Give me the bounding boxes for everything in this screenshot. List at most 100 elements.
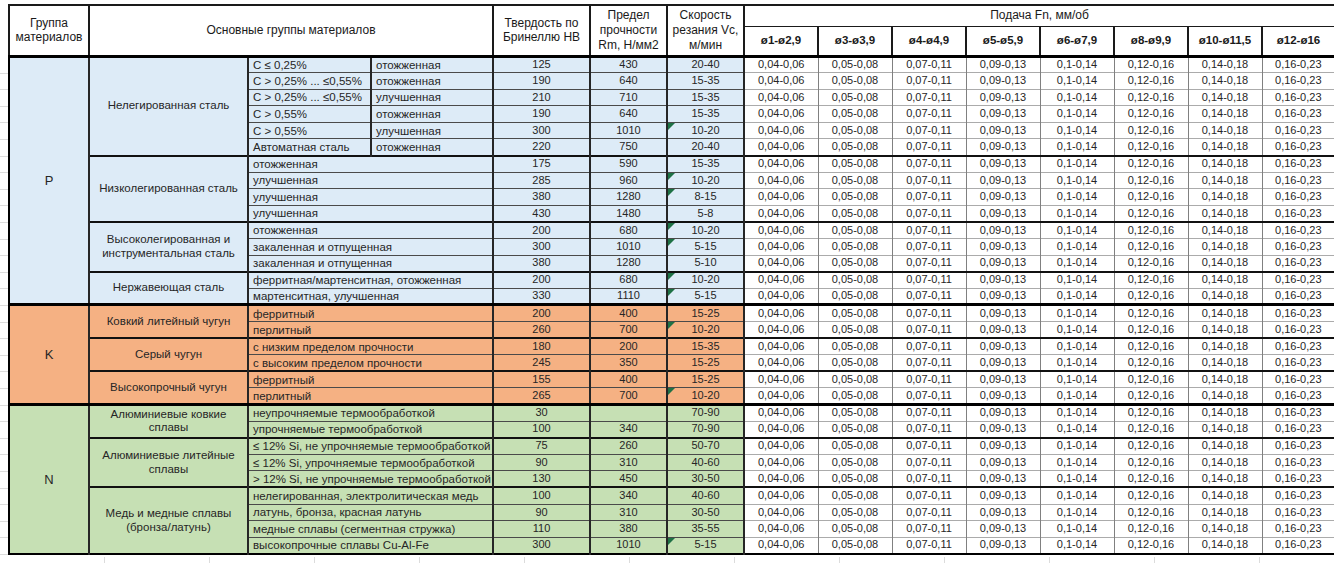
error-indicator-icon [668,538,675,545]
feed-cell: 0,09-0,13 [966,106,1040,123]
feed-cell: 0,16-0,23 [1262,288,1334,305]
feed-cell: 0,16-0,23 [1262,521,1334,538]
hardness-cell: 380 [493,255,590,272]
feed-cell: 0,14-0,18 [1188,438,1262,455]
speed-cell: 10-20 [667,322,744,339]
hardness-cell: 330 [493,288,590,305]
material-desc-cell: закаленная и отпущенная [248,239,493,256]
feed-cell: 0,09-0,13 [966,172,1040,189]
hardness-cell: 30 [493,404,590,421]
feed-cell: 0,07-0,11 [892,73,966,90]
feed-cell: 0,12-0,16 [1114,172,1188,189]
feed-cell: 0,09-0,13 [966,205,1040,222]
feed-cell: 0,1-0,14 [1040,338,1114,355]
feed-cell: 0,09-0,13 [966,438,1040,455]
feed-cell: 0,1-0,14 [1040,355,1114,372]
material-subgroup-cell: Ковкий литейный чугун [89,305,248,338]
feed-cell: 0,16-0,23 [1262,487,1334,504]
error-indicator-icon [668,239,675,246]
hardness-cell: 300 [493,537,590,554]
feed-cell: 0,12-0,16 [1114,471,1188,488]
feed-cell: 0,07-0,11 [892,156,966,173]
speed-cell: 50-70 [667,438,744,455]
feed-cell: 0,04-0,06 [744,89,818,106]
cutting-data-table: Группа материалов Основные группы матери… [8,4,1334,555]
feed-cell: 0,14-0,18 [1188,288,1262,305]
feed-cell: 0,1-0,14 [1040,521,1114,538]
error-indicator-icon [668,273,675,280]
hardness-cell: 245 [493,355,590,372]
hardness-cell: 90 [493,454,590,471]
feed-cell: 0,14-0,18 [1188,106,1262,123]
material-subgroup-cell: Низколегированная сталь [89,156,248,222]
material-subgroup-cell: Высокопрочный чугун [89,371,248,404]
material-desc-cell: упрочняемые термообработкой [248,421,493,438]
speed-cell: 5-8 [667,205,744,222]
feed-cell: 0,12-0,16 [1114,421,1188,438]
feed-cell: 0,04-0,06 [744,122,818,139]
speed-cell: 70-90 [667,421,744,438]
feed-cell: 0,09-0,13 [966,421,1040,438]
feed-cell: 0,09-0,13 [966,471,1040,488]
material-desc-cell: перлитный [248,322,493,339]
feed-cell: 0,04-0,06 [744,106,818,123]
speed-cell: 5-10 [667,255,744,272]
material-desc-cell: нелегированная, электролитическая медь [248,487,493,504]
feed-cell: 0,07-0,11 [892,172,966,189]
hardness-cell: 300 [493,239,590,256]
hardness-cell: 125 [493,56,590,73]
material-desc-cell: неупрочняемые термообработкой [248,404,493,421]
feed-cell: 0,04-0,06 [744,272,818,289]
speed-cell: 70-90 [667,404,744,421]
feed-cell: 0,07-0,11 [892,205,966,222]
feed-cell: 0,07-0,11 [892,421,966,438]
feed-cell: 0,14-0,18 [1188,471,1262,488]
feed-cell: 0,04-0,06 [744,305,818,322]
feed-cell: 0,12-0,16 [1114,487,1188,504]
feed-cell: 0,04-0,06 [744,355,818,372]
feed-cell: 0,12-0,16 [1114,73,1188,90]
feed-cell: 0,05-0,08 [818,355,892,372]
feed-cell: 0,05-0,08 [818,156,892,173]
feed-cell: 0,16-0,23 [1262,156,1334,173]
feed-cell: 0,14-0,18 [1188,404,1262,421]
feed-cell: 0,1-0,14 [1040,404,1114,421]
tensile-cell: 310 [590,454,667,471]
feed-cell: 0,09-0,13 [966,338,1040,355]
hardness-cell: 190 [493,73,590,90]
tensile-cell: 680 [590,222,667,239]
feed-cell: 0,09-0,13 [966,272,1040,289]
feed-cell: 0,05-0,08 [818,255,892,272]
feed-cell: 0,07-0,11 [892,89,966,106]
speed-cell: 15-25 [667,355,744,372]
speed-cell: 8-15 [667,189,744,206]
feed-cell: 0,1-0,14 [1040,172,1114,189]
feed-cell: 0,05-0,08 [818,305,892,322]
tensile-cell: 1010 [590,122,667,139]
tensile-cell: 450 [590,471,667,488]
feed-cell: 0,14-0,18 [1188,139,1262,156]
tensile-cell: 1480 [590,205,667,222]
speed-cell: 20-40 [667,56,744,73]
feed-cell: 0,04-0,06 [744,338,818,355]
feed-cell: 0,04-0,06 [744,471,818,488]
feed-cell: 0,09-0,13 [966,487,1040,504]
feed-cell: 0,14-0,18 [1188,504,1262,521]
feed-cell: 0,14-0,18 [1188,205,1262,222]
feed-cell: 0,16-0,23 [1262,438,1334,455]
feed-cell: 0,16-0,23 [1262,205,1334,222]
feed-cell: 0,12-0,16 [1114,504,1188,521]
feed-cell: 0,14-0,18 [1188,537,1262,554]
feed-cell: 0,09-0,13 [966,355,1040,372]
speed-cell: 10-20 [667,272,744,289]
error-indicator-icon [668,388,675,395]
feed-cell: 0,05-0,08 [818,239,892,256]
speed-cell: 15-35 [667,156,744,173]
error-indicator-icon [668,322,675,329]
feed-cell: 0,05-0,08 [818,272,892,289]
feed-cell: 0,1-0,14 [1040,288,1114,305]
feed-cell: 0,05-0,08 [818,73,892,90]
feed-cell: 0,16-0,23 [1262,73,1334,90]
feed-cell: 0,14-0,18 [1188,521,1262,538]
feed-cell: 0,14-0,18 [1188,322,1262,339]
